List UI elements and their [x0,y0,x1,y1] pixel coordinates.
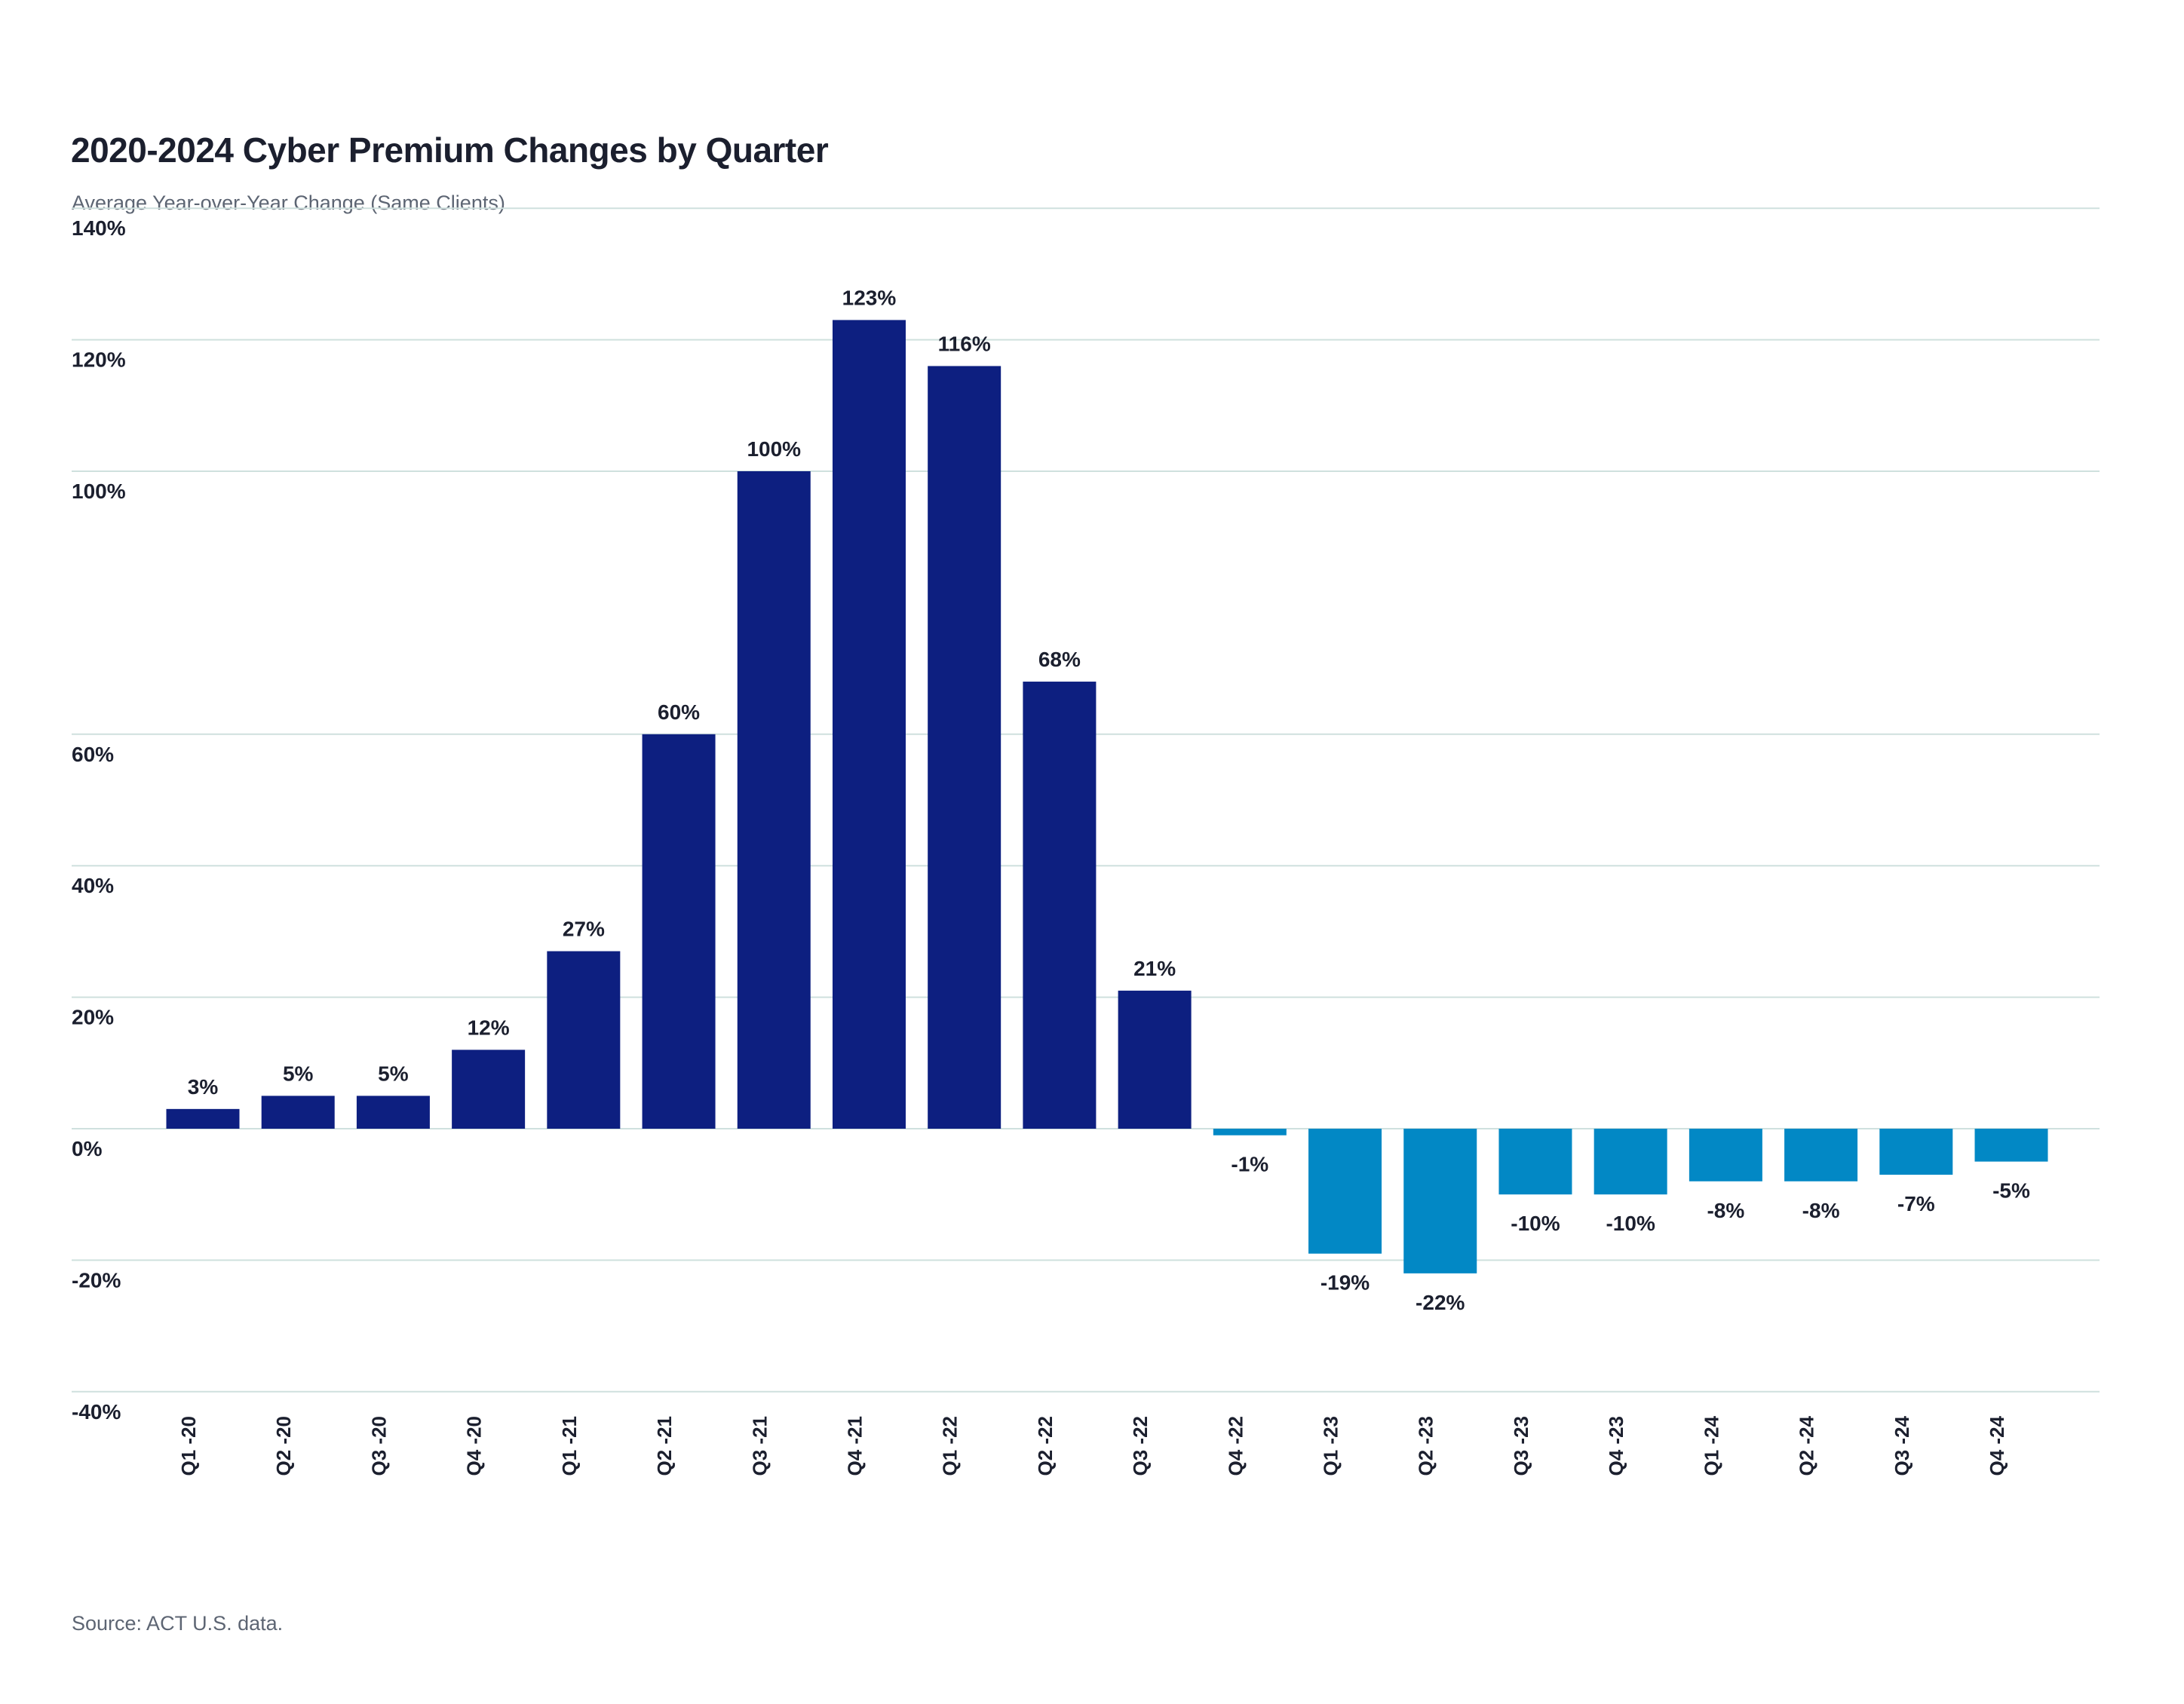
bar [1689,1129,1762,1181]
y-tick-label: -40% [72,1400,121,1424]
x-category-label: Q2 -23 [1415,1416,1437,1476]
data-label: -1% [1231,1153,1268,1176]
y-tick-label: 0% [72,1137,103,1160]
bar [928,366,1002,1129]
bar [356,1096,430,1129]
bar [166,1108,240,1129]
data-label: 100% [747,437,801,461]
bar [1403,1129,1477,1273]
y-tick-label: -20% [72,1268,121,1292]
data-label: -8% [1802,1199,1840,1222]
bar [1118,990,1192,1129]
x-category-label: Q3 -23 [1510,1416,1532,1476]
x-category-label: Q3 -22 [1129,1416,1152,1476]
x-category-label: Q1 -23 [1320,1416,1342,1476]
data-label: -10% [1606,1212,1655,1235]
y-tick-label: 20% [72,1006,114,1029]
data-label: 60% [658,700,700,724]
x-category-label: Q3 -24 [1891,1415,1913,1476]
x-category-label: Q1 -22 [939,1416,962,1476]
data-label: -10% [1511,1212,1560,1235]
x-category-label: Q3 -21 [748,1416,771,1476]
data-label: 68% [1038,648,1081,671]
bar [832,320,906,1129]
data-label: 5% [283,1062,314,1085]
y-tick-label: 120% [72,348,126,372]
bar [1594,1129,1667,1195]
bar [1213,1129,1287,1135]
bar [642,734,716,1129]
y-tick-label: 100% [72,480,126,503]
x-category-label: Q2 -21 [653,1416,676,1476]
bar [1879,1129,1953,1175]
data-label: 12% [468,1016,510,1039]
chart-subtitle: Average Year-over-Year Change (Same Clie… [72,192,505,214]
bar [261,1096,335,1129]
bar [1308,1129,1382,1254]
data-label: -8% [1707,1199,1744,1222]
data-label: -5% [1992,1179,2030,1203]
data-label: 27% [563,918,605,941]
x-category-label: Q4 -22 [1224,1416,1247,1476]
x-category-label: Q2 -24 [1796,1415,1818,1476]
y-axis-ticks: 140% 120% 100% 60% 40% 20% 0% -20% -40% [72,216,126,1424]
y-tick-label: 60% [72,743,114,766]
x-category-label: Q2 -20 [272,1416,295,1476]
x-category-label: Q4 -20 [463,1416,486,1476]
y-tick-label: 40% [72,874,114,897]
data-label: -19% [1321,1271,1370,1295]
bar [1023,682,1097,1129]
data-label: -7% [1897,1192,1935,1215]
bars [166,320,2048,1273]
data-label: -22% [1416,1291,1465,1314]
bar [1784,1129,1858,1181]
bar [1498,1129,1572,1195]
x-category-label: Q4 -23 [1605,1416,1627,1476]
x-category-label: Q1 -20 [177,1416,200,1476]
data-label: 5% [378,1062,409,1085]
bar [452,1050,526,1129]
x-category-label: Q3 -20 [367,1416,390,1476]
bar [547,951,621,1129]
y-tick-label: 140% [72,216,126,240]
data-label: 21% [1133,957,1176,980]
data-labels: 3% 5% 5% 12% 27% 60% 100% 123% 116% 68% 21% -1% -19%… [188,286,2030,1313]
x-category-label: Q4 -24 [1986,1415,2008,1476]
x-axis-categories: Q1 -20 Q2 -20 Q3 -20 Q4 -20 Q1 -21 Q2 -21 Q3 -… [177,1415,2008,1476]
data-label: 123% [842,286,897,309]
x-category-label: Q1 -21 [558,1416,581,1476]
chart-title: 2020-2024 Cyber Premium Changes by Quart… [71,130,829,170]
x-category-label: Q1 -24 [1700,1415,1722,1476]
x-category-label: Q4 -21 [843,1416,866,1476]
data-label: 3% [188,1075,219,1099]
x-category-label: Q2 -22 [1034,1416,1057,1476]
bar [1974,1129,2048,1162]
bar [737,471,811,1129]
chart-source: Source: ACT U.S. data. [72,1612,284,1635]
data-label: 116% [938,332,991,355]
